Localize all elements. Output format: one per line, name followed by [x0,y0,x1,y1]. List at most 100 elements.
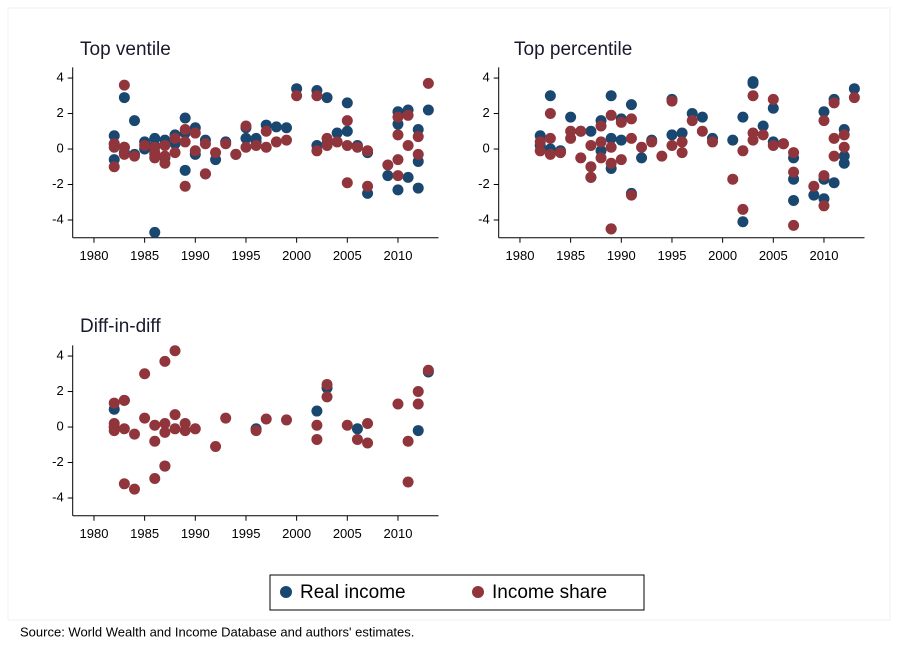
point [555,147,566,159]
y-tick-label: 2 [56,383,63,398]
point [179,425,191,437]
point [605,141,617,153]
point [412,148,424,160]
point [848,92,860,104]
point [149,435,161,447]
point [605,157,617,169]
point [392,184,404,196]
point [412,182,424,194]
point [118,394,130,406]
point [118,478,130,490]
y-tick-label: -2 [52,176,64,191]
point [281,134,292,146]
point [270,121,282,133]
point [159,426,171,438]
point [341,177,353,189]
point [402,435,414,447]
point [625,99,637,111]
point [565,125,577,137]
point [605,90,617,102]
point [260,413,272,425]
chart-frame [7,7,891,621]
point [311,419,323,431]
point [737,111,749,123]
x-tick-label: 1985 [556,248,585,263]
point [676,127,688,139]
point [605,109,617,121]
point [757,129,769,141]
x-tick-label: 2010 [810,248,839,263]
point [585,161,597,173]
point [159,150,171,162]
point [544,148,556,160]
point [422,364,434,376]
point [402,109,414,121]
y-tick-label: -4 [478,211,490,226]
point [676,147,688,159]
point [615,116,627,128]
point [696,111,708,123]
point [341,139,353,151]
point [341,97,353,109]
point [159,355,171,367]
point [291,90,303,102]
point [838,141,850,153]
point [331,127,343,139]
legend-label: Real income [300,582,406,603]
point [139,139,151,151]
point [129,428,140,440]
point [189,423,201,435]
point [422,77,434,89]
point [250,139,262,151]
point [250,425,262,437]
point [392,398,404,410]
point [362,437,374,449]
point [108,141,120,153]
point [818,106,830,118]
point [818,115,830,127]
point [585,139,597,151]
point [534,136,546,148]
point [737,216,749,228]
point [656,150,668,162]
point [362,180,374,192]
y-tick-label: 4 [56,69,63,84]
y-tick-label: 0 [56,140,63,155]
point [230,148,242,160]
point [108,130,120,142]
legend-marker [280,586,292,598]
point [747,90,759,102]
legend-marker [472,586,484,598]
point [625,189,637,201]
x-tick-label: 2005 [333,248,362,263]
point [737,203,749,215]
point [707,136,718,148]
y-tick-label: 4 [56,347,63,362]
x-tick-label: 1995 [658,248,687,263]
x-tick-label: 1980 [506,248,535,263]
point [585,171,597,183]
point [808,180,820,192]
point [351,433,363,445]
point [392,170,404,182]
point [118,79,130,91]
point [595,136,607,148]
point [149,419,161,431]
point [118,148,130,160]
point [828,132,840,144]
point [311,405,323,417]
point [747,134,759,146]
point [118,423,130,435]
point [341,419,353,431]
point [636,141,648,153]
point [362,417,374,429]
x-tick-label: 2010 [384,248,413,263]
point [139,368,151,380]
point [412,425,424,437]
point [392,129,404,141]
point [392,111,404,123]
point [777,138,789,150]
point [402,476,414,488]
legend-box [269,574,645,611]
